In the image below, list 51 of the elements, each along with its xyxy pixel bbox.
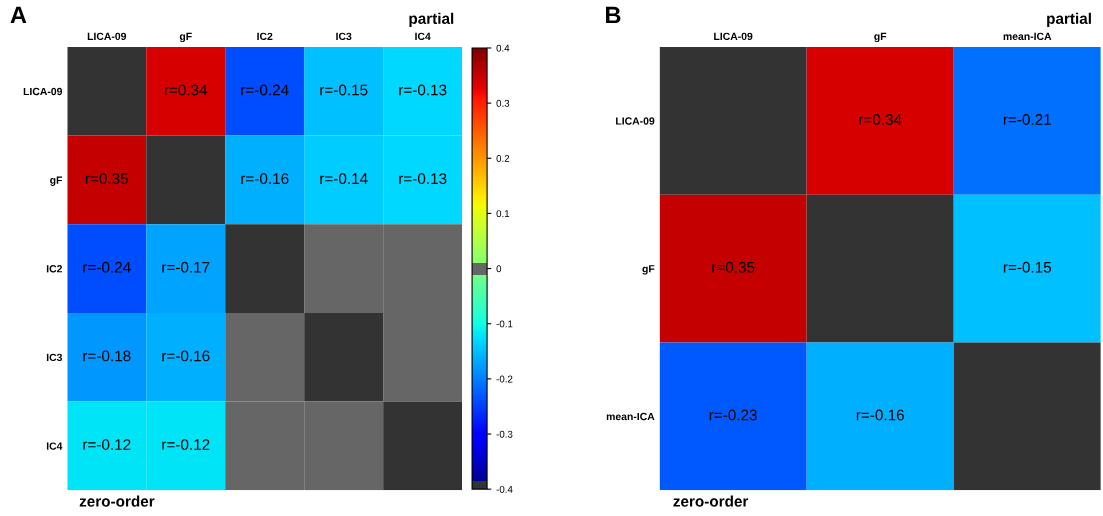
data-label: r=-0.12: [83, 439, 131, 450]
data-label: r=-0.17: [162, 261, 210, 273]
y-tick-label: LICA-09: [616, 117, 655, 125]
data-label: r=-0.16: [162, 350, 210, 362]
x-tick-label: gF: [874, 32, 887, 43]
y-tick-label: IC3: [46, 353, 63, 362]
data-label: r=-0.24: [241, 84, 289, 96]
y-tick-label: IC4: [46, 442, 63, 450]
data-label: r=0.35: [85, 173, 128, 185]
data-label: r=0.35: [712, 261, 755, 273]
data-label: r=0.34: [859, 114, 902, 125]
color-bar-label: -0.1: [496, 320, 513, 328]
x-tick-label: gF: [179, 32, 192, 43]
chart-title: A: [10, 6, 27, 24]
data-label: r=-0.16: [856, 409, 904, 421]
color-bar-label: 0.1: [496, 210, 510, 218]
data-label: r=-0.15: [1003, 261, 1052, 273]
data-label: r=0.34: [164, 84, 208, 96]
chart-title: B: [606, 6, 621, 24]
y-tick-label: LICA-09: [23, 87, 63, 96]
x-tick-label: IC4: [415, 32, 431, 41]
text: zero-order: [673, 495, 749, 507]
x-tick-label: mean-ICA: [1003, 32, 1052, 41]
y-tick-label: gF: [642, 265, 655, 275]
data-label: r=-0.21: [1003, 114, 1051, 125]
y-tick-label: gF: [50, 176, 63, 186]
data-label: r=-0.15: [320, 84, 368, 96]
data-label: r=-0.13: [399, 84, 447, 96]
data-label: r=-0.18: [83, 350, 131, 362]
y-tick-label: IC2: [46, 265, 63, 273]
color-bar-label: -0.2: [496, 375, 513, 383]
text: partial: [1047, 12, 1091, 28]
text: partial: [409, 12, 454, 28]
x-tick-label: IC3: [336, 32, 352, 41]
x-tick-label: LICA-09: [714, 32, 753, 41]
color-bar-label: 0: [496, 265, 502, 273]
color-bar-label: 0.4: [496, 44, 510, 52]
text: zero-order: [79, 495, 155, 507]
data-label: r=-0.16: [241, 173, 289, 185]
color-bar-label: -0.4: [496, 485, 513, 493]
data-label: r=-0.24: [83, 261, 131, 273]
data-label: r=-0.14: [320, 173, 368, 185]
data-label: r=-0.13: [399, 173, 447, 185]
x-tick-label: IC2: [257, 32, 273, 41]
x-tick-label: LICA-09: [87, 32, 127, 41]
y-tick-label: mean-ICA: [606, 412, 655, 421]
color-bar-label: 0.2: [496, 155, 510, 162]
color-bar-label: -0.3: [496, 430, 513, 438]
data-label: r=-0.23: [709, 409, 757, 421]
color-bar-label: 0.3: [496, 99, 510, 107]
data-label: r=-0.12: [162, 439, 210, 450]
